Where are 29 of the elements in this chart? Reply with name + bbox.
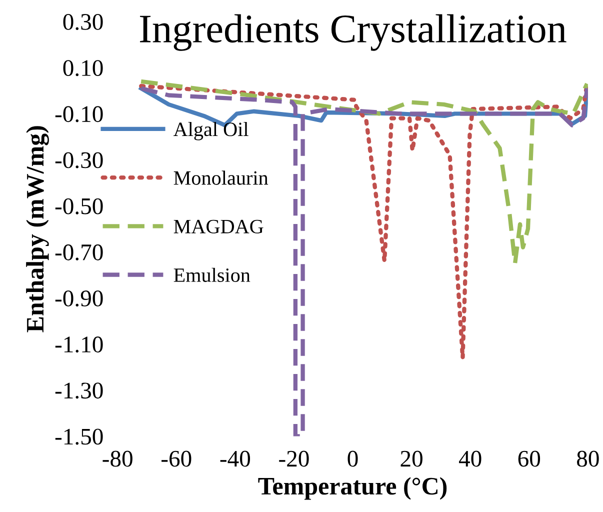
x-tick-label: -60 bbox=[162, 450, 192, 467]
y-tick-label: -0.90 bbox=[55, 290, 103, 307]
x-tick-label: -80 bbox=[102, 450, 132, 467]
y-tick-label: -1.30 bbox=[55, 382, 103, 399]
legend-label: Monolaurin bbox=[174, 170, 268, 185]
y-tick-label: -1.10 bbox=[55, 336, 103, 353]
x-tick-label: 40 bbox=[458, 450, 482, 467]
y-tick-label: 0.30 bbox=[63, 14, 103, 30]
y-axis-title: Enthalpy (mW/mg) bbox=[26, 126, 49, 332]
legend-label: MAGDAG bbox=[174, 220, 264, 234]
line-series bbox=[139, 82, 588, 360]
line-series bbox=[139, 79, 588, 266]
x-tick-label: -40 bbox=[220, 450, 250, 467]
x-tick-label: 60 bbox=[518, 450, 540, 467]
x-tick-label: 20 bbox=[400, 450, 422, 467]
x-tick-label: 80 bbox=[577, 450, 599, 467]
x-tick-label: -20 bbox=[279, 450, 309, 467]
y-tick-label: -1.50 bbox=[55, 428, 103, 445]
chart-title: Ingredients Crystallization bbox=[140, 14, 566, 51]
y-tick-label: -0.70 bbox=[55, 244, 103, 260]
y-tick-label: -0.10 bbox=[55, 106, 103, 122]
y-tick-label: 0.10 bbox=[63, 60, 103, 76]
legend-label: Emulsion bbox=[174, 268, 250, 282]
y-tick-label: -0.30 bbox=[55, 152, 103, 168]
legend-label: Algal Oil bbox=[173, 122, 248, 140]
line-series bbox=[139, 86, 588, 436]
x-tick-label: 0 bbox=[348, 450, 358, 467]
x-axis-title: Temperature (°C) bbox=[258, 477, 447, 500]
y-tick-label: -0.50 bbox=[55, 198, 103, 214]
